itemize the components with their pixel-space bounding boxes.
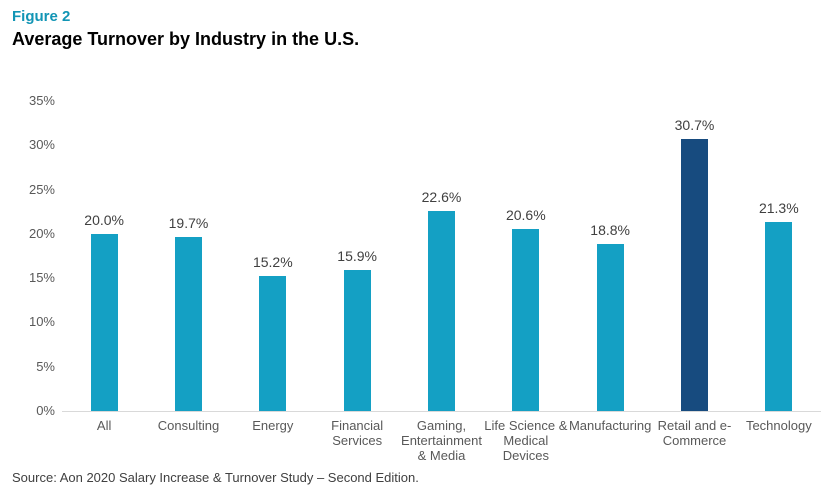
bar-energy [259, 276, 287, 411]
bar-manufacturing [596, 244, 624, 411]
bar-consulting [175, 236, 202, 411]
bar-value-label: 18.8% [590, 222, 630, 239]
bar-technology [765, 222, 793, 411]
source-citation: Source: Aon 2020 Salary Increase & Turno… [12, 470, 419, 485]
bar-gaming [428, 210, 455, 411]
x-axis-category-label: Financial Services [331, 418, 384, 448]
bar-all [90, 233, 118, 411]
bar-life-science [512, 228, 540, 411]
bar-value-label: 20.6% [505, 206, 546, 223]
bar-value-label: 22.6% [421, 188, 462, 205]
y-axis-tick-label: 35% [28, 93, 55, 108]
bar-value-label: 19.7% [168, 214, 209, 231]
bar-value-label: 15.9% [337, 248, 377, 265]
bar-value-label: 21.3% [758, 200, 799, 217]
bar-financial [343, 270, 371, 411]
bar-value-label: 15.2% [252, 254, 293, 271]
x-axis-category-label: Technology [745, 418, 812, 433]
y-axis-tick-label: 15% [28, 270, 55, 286]
y-axis-tick-label: 30% [28, 137, 55, 153]
x-axis-category-label: Energy [252, 418, 294, 433]
y-axis-tick-label: 25% [28, 181, 55, 197]
x-axis-category-label: Life Science & Medical Devices [484, 418, 568, 463]
bar-value-label: 20.0% [84, 211, 124, 228]
x-axis-category-label: All [96, 418, 112, 433]
bar-retail-and-e [681, 139, 708, 411]
x-axis-line [62, 411, 821, 412]
y-axis-tick-label: 0% [36, 403, 55, 418]
x-axis-category-label: Manufacturing [568, 418, 652, 433]
y-axis-tick-label: 10% [28, 314, 55, 330]
figure-number-label: Figure 2 [12, 8, 71, 25]
x-axis-category-label: Gaming, Entertainment & Media [401, 418, 482, 463]
x-axis-category-label: Retail and e- Commerce [657, 418, 732, 448]
x-axis-category-label: Consulting [157, 418, 220, 433]
y-axis-tick-label: 5% [36, 358, 55, 374]
y-axis-tick-label: 20% [28, 225, 55, 241]
chart-title: Average Turnover by Industry in the U.S. [12, 29, 360, 49]
bar-value-label: 30.7% [674, 117, 715, 134]
